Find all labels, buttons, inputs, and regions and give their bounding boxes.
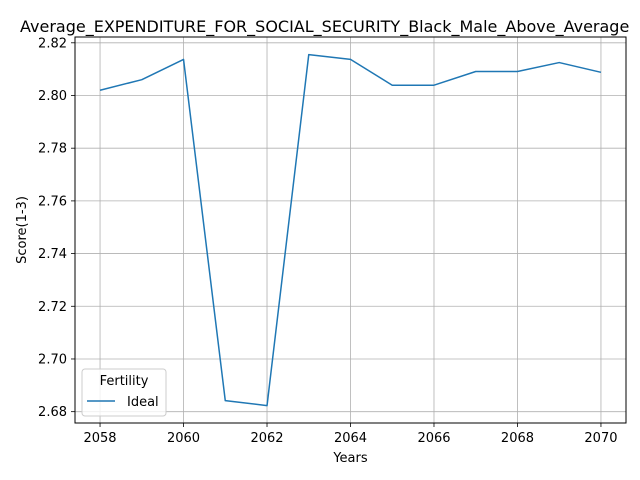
- chart-title: Average_EXPENDITURE_FOR_SOCIAL_SECURITY_…: [20, 17, 629, 37]
- y-tick-label: 2.82: [38, 36, 67, 51]
- y-tick-label: 2.72: [38, 300, 67, 315]
- x-tick-label: 2066: [417, 431, 450, 446]
- legend: Fertility Ideal: [82, 369, 166, 416]
- legend-title: Fertility: [100, 374, 149, 389]
- y-tick-label: 2.76: [38, 194, 67, 209]
- y-tick-label: 2.68: [38, 405, 67, 420]
- y-tick-label: 2.74: [38, 247, 67, 262]
- x-tick-label: 2058: [83, 431, 116, 446]
- legend-label-ideal: Ideal: [127, 395, 159, 410]
- x-tick-label: 2070: [584, 431, 617, 446]
- x-tick-label: 2060: [167, 431, 200, 446]
- y-axis-label: Score(1-3): [15, 196, 30, 264]
- y-tick-label: 2.78: [38, 142, 67, 157]
- y-tick-label: 2.70: [38, 352, 67, 367]
- x-tick-label: 2064: [334, 431, 367, 446]
- x-axis-label: Years: [332, 451, 368, 466]
- x-tick-label: 2062: [250, 431, 283, 446]
- y-tick-label: 2.80: [38, 89, 67, 104]
- x-tick-label: 2068: [501, 431, 534, 446]
